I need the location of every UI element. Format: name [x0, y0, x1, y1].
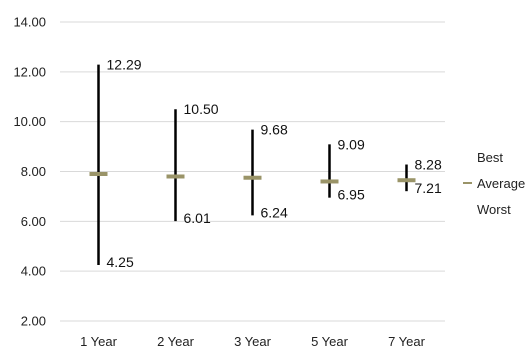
x-axis: 1 Year 2 Year 3 Year 5 Year 7 Year [80, 334, 426, 347]
x-tick-label: 3 Year [234, 334, 272, 347]
average-marker [397, 178, 416, 183]
worst-data-label: 6.95 [338, 187, 365, 203]
y-tick-label: 14.00 [13, 15, 46, 30]
best-data-label: 8.28 [415, 157, 442, 173]
x-tick-label: 7 Year [388, 334, 426, 347]
x-tick-label: 2 Year [157, 334, 195, 347]
y-tick-label: 10.00 [13, 114, 46, 129]
worst-data-label: 6.01 [184, 210, 211, 226]
x-tick-label: 1 Year [80, 334, 118, 347]
worst-data-label: 7.21 [415, 180, 442, 196]
gridlines [60, 21, 445, 322]
best-data-label: 10.50 [184, 101, 219, 117]
legend-average: Average [477, 176, 525, 191]
y-tick-label: 6.00 [21, 214, 46, 229]
average-marker [166, 174, 185, 179]
best-data-label: 9.09 [338, 136, 365, 152]
best-data-label: 12.29 [107, 57, 142, 73]
y-tick-label: 12.00 [13, 64, 46, 79]
legend: Best Average Worst [463, 150, 525, 217]
legend-best: Best [477, 150, 503, 165]
range-marks [89, 64, 416, 265]
legend-worst: Worst [477, 202, 511, 217]
best-data-label: 9.68 [261, 122, 288, 138]
data-labels: 12.29 4.25 10.50 6.01 9.68 6.24 9.09 6.95 8.28 7.… [107, 57, 442, 270]
y-tick-label: 8.00 [21, 164, 46, 179]
worst-data-label: 4.25 [107, 254, 134, 270]
average-marker [89, 171, 108, 176]
x-tick-label: 5 Year [311, 334, 349, 347]
average-marker [243, 175, 262, 180]
y-tick-label: 2.00 [21, 314, 46, 329]
y-axis: 14.00 12.00 10.00 8.00 6.00 4.00 2.00 [13, 15, 46, 329]
worst-data-label: 6.24 [261, 204, 288, 220]
average-marker [320, 179, 339, 184]
y-tick-label: 4.00 [21, 264, 46, 279]
